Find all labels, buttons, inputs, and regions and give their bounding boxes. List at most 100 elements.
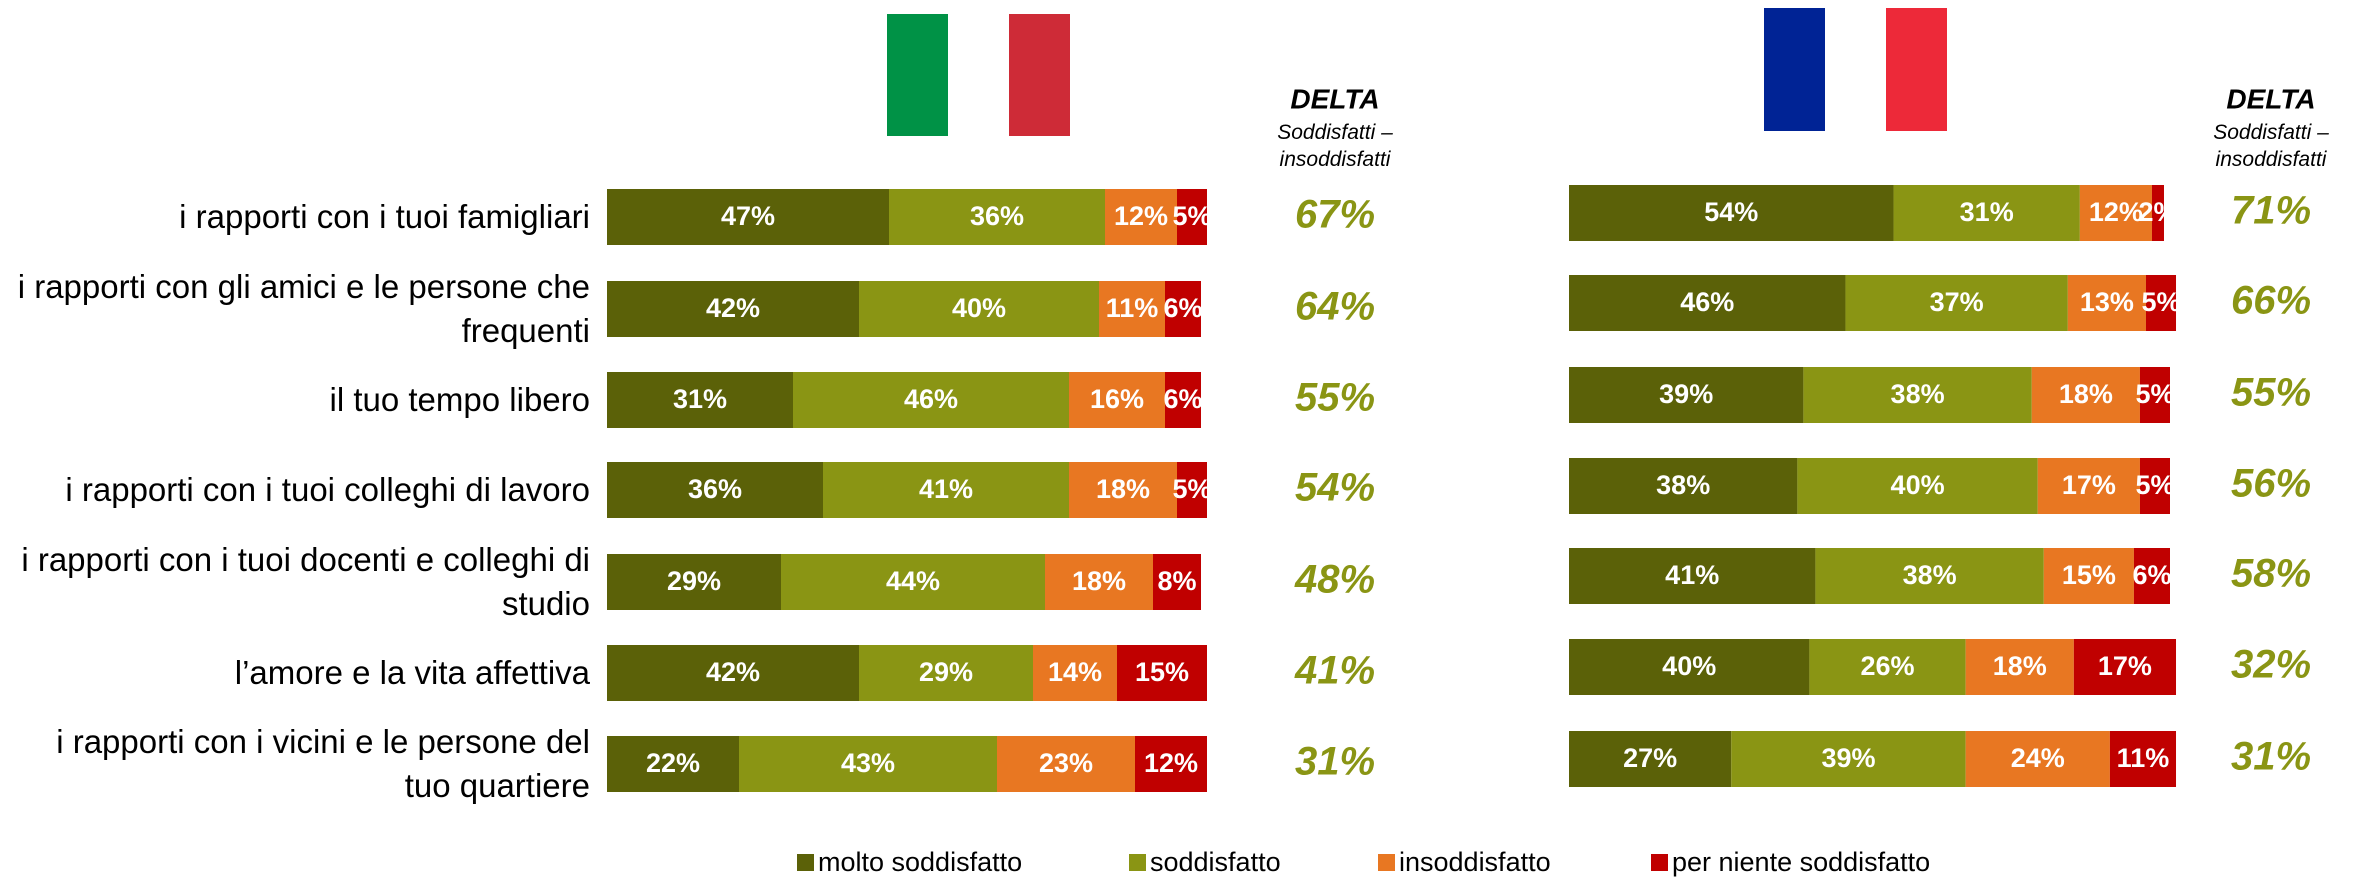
data-label: 36% (688, 474, 742, 504)
bar-segment (607, 554, 781, 610)
bar-segment (781, 554, 1045, 610)
bar-segment (1569, 458, 1798, 514)
data-label: 6% (1163, 384, 1202, 414)
bar-segment (823, 462, 1069, 518)
data-label: 54% (1704, 197, 1758, 227)
bar-segment (2109, 731, 2177, 787)
bar-segment (1569, 185, 1894, 241)
category-label: i rapporti con gli amici e le persone ch… (17, 268, 590, 349)
bar-segment (1153, 554, 1201, 610)
data-label: 16% (1090, 384, 1144, 414)
bar-segment (607, 462, 823, 518)
data-label: 17% (2098, 651, 2152, 681)
bar-segment (1045, 554, 1153, 610)
bar-segment (1803, 367, 2032, 423)
bar-segment (793, 372, 1069, 428)
legend-swatch (797, 854, 814, 871)
bar-segment (1105, 189, 1177, 245)
data-label: 38% (1903, 560, 1957, 590)
bar-segment (2145, 275, 2177, 331)
bar-segment (2067, 275, 2146, 331)
bar-segment (1135, 736, 1207, 792)
delta-subtitle: Soddisfatti – insoddisfatti (2213, 121, 2329, 171)
bar-segment (1965, 639, 2074, 695)
data-label: 18% (2059, 379, 2113, 409)
data-label: 39% (1659, 379, 1713, 409)
data-label: 2% (2138, 197, 2177, 227)
flag-stripe (1764, 8, 1825, 131)
delta-label: 32% (2231, 643, 2311, 687)
bar-segment (2151, 185, 2164, 241)
delta-label: 71% (2231, 189, 2311, 233)
bar-segment (1569, 275, 1846, 331)
bar-segment (607, 645, 859, 701)
data-label: 31% (673, 384, 727, 414)
data-label: 6% (1163, 293, 1202, 323)
data-label: 40% (1662, 651, 1716, 681)
delta-label: 55% (1295, 376, 1375, 420)
delta-title: DELTA (2226, 83, 2315, 114)
data-label: 38% (1656, 470, 1710, 500)
bar-segment (1893, 185, 2080, 241)
data-label: 18% (1096, 474, 1150, 504)
data-label: 5% (2141, 287, 2180, 317)
data-label: 12% (1114, 201, 1168, 231)
data-label: 46% (1680, 287, 1734, 317)
bar-segment (1797, 458, 2038, 514)
delta-label: 66% (2231, 279, 2311, 323)
bar-segment (1069, 372, 1165, 428)
data-label: 15% (2062, 560, 2116, 590)
bar-segment (1569, 367, 1804, 423)
data-label: 39% (1821, 743, 1875, 773)
data-label: 46% (904, 384, 958, 414)
bar-segment (1099, 281, 1165, 337)
delta-subtitle: Soddisfatti – insoddisfatti (1277, 121, 1393, 171)
legend-swatch (1378, 854, 1395, 871)
bar-segment (2139, 367, 2170, 423)
data-label: 29% (667, 566, 721, 596)
delta-label: 67% (1295, 193, 1375, 237)
data-label: 42% (706, 657, 760, 687)
delta-label: 31% (2231, 735, 2311, 779)
data-label: 14% (1048, 657, 1102, 687)
data-label: 37% (1930, 287, 1984, 317)
bar-segment (1069, 462, 1177, 518)
data-label: 5% (2135, 379, 2174, 409)
data-label: 23% (1039, 748, 1093, 778)
bar-segment (859, 645, 1033, 701)
data-label: 40% (1891, 470, 1945, 500)
delta-label: 41% (1294, 649, 1375, 693)
data-label: 40% (952, 293, 1006, 323)
data-label: 11% (2117, 743, 2170, 773)
legend-swatch (1651, 854, 1668, 871)
data-label: 36% (970, 201, 1024, 231)
legend-label: per niente soddisfatto (1672, 847, 1930, 877)
bar-segment (1569, 731, 1732, 787)
bar-segment (2133, 548, 2170, 604)
bar-segment (2043, 548, 2134, 604)
delta-label: 58% (2231, 552, 2311, 596)
bar-segment (607, 736, 739, 792)
data-label: 38% (1891, 379, 1945, 409)
bar-segment (1177, 189, 1207, 245)
legend-label: soddisfatto (1150, 847, 1281, 877)
data-label: 8% (1157, 566, 1196, 596)
category-label: i rapporti con i tuoi famigliari (179, 198, 590, 235)
bar-segment (859, 281, 1099, 337)
data-label: 41% (919, 474, 973, 504)
data-label: 5% (2135, 470, 2174, 500)
bar-segment (2037, 458, 2140, 514)
bar-segment (889, 189, 1105, 245)
data-label: 43% (841, 748, 895, 778)
bar-segment (2079, 185, 2152, 241)
data-label: 26% (1861, 651, 1915, 681)
category-label: l’amore e la vita affettiva (234, 654, 590, 691)
bar-segment (607, 281, 859, 337)
bar-segment (1731, 731, 1966, 787)
bar-segment (1165, 281, 1201, 337)
bar-segment (1809, 639, 1966, 695)
bar-segment (1965, 731, 2110, 787)
data-label: 17% (2062, 470, 2116, 500)
bar-segment (1165, 372, 1201, 428)
